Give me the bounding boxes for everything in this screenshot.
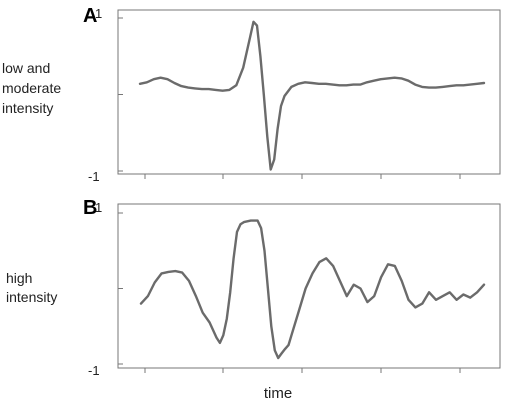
panel-a-letter: A [83,5,97,27]
panel-a-y-max-label: 1 [95,6,102,21]
panel-b-letter: B [83,197,97,219]
panel-b-y-ticks [118,212,123,365]
panel-a-series-line [138,20,486,171]
panel-a-side-label-line-2: moderate [2,80,61,96]
panel-a: A 1 -1 low and moderate intensity [2,5,501,184]
panel-b-side-label-line-1: high [6,270,32,286]
panel-a-frame [117,9,501,175]
panel-a-y-ticks [118,17,123,172]
panel-b-frame [117,203,501,369]
panel-b: B 1 -1 high intensity time [6,197,501,402]
panel-b-y-max-label: 1 [95,200,102,215]
panel-a-x-ticks [144,174,461,179]
panel-b-series-line [139,219,486,360]
panel-b-side-label-line-2: intensity [6,289,57,305]
panel-a-side-label-line-1: low and [2,60,50,76]
panel-a-side-label-line-3: intensity [2,100,53,116]
panel-b-y-min-label: -1 [88,363,100,378]
panel-a-y-min-label: -1 [88,169,100,184]
x-axis-label: time [264,385,292,402]
panel-b-x-ticks [144,368,461,373]
